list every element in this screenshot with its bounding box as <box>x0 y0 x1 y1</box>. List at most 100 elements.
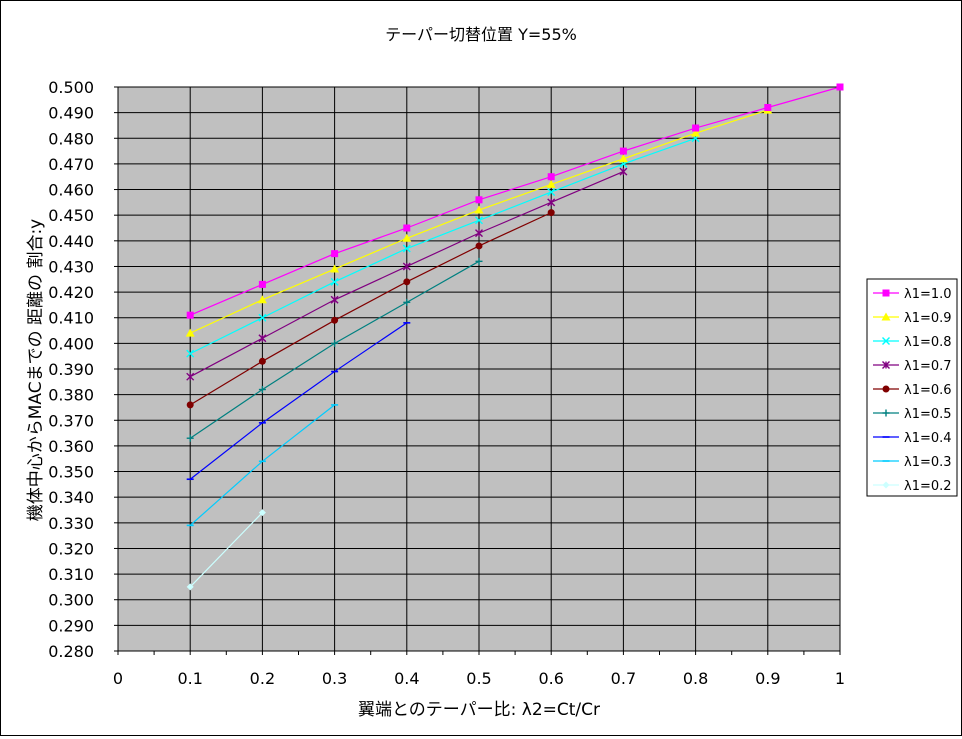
y-tick-label: 0.340 <box>48 488 94 507</box>
x-tick-label: 0.4 <box>394 669 419 688</box>
legend-label: λ1=1.0 <box>904 287 952 302</box>
data-point <box>547 198 556 207</box>
legend-label: λ1=0.5 <box>904 407 952 422</box>
data-point <box>475 216 483 225</box>
data-point <box>258 280 266 288</box>
y-tick-label: 0.470 <box>48 155 94 174</box>
plot-border <box>117 86 841 652</box>
series-line <box>189 137 696 355</box>
data-point <box>692 124 700 132</box>
y-tick-label: 0.380 <box>48 386 94 405</box>
y-tick-label: 0.290 <box>48 616 94 635</box>
y-tick-label: 0.480 <box>48 129 94 148</box>
data-point <box>475 257 483 265</box>
legend-marker <box>882 409 890 417</box>
legend-item: λ1=0.4 <box>873 431 952 446</box>
data-point <box>547 188 556 197</box>
legend: λ1=1.0 λ1=0.9 λ1=0.8 λ1=0.7 λ1=0.6 λ1=0.5 λ1=0… <box>866 278 958 497</box>
series <box>186 83 844 319</box>
series-line <box>189 86 841 316</box>
legend-item: λ1=0.6 <box>873 383 952 398</box>
x-tick-label: 0.2 <box>250 669 275 688</box>
x-tick-label: 0.1 <box>177 669 202 688</box>
y-tick-label: 0.390 <box>48 360 94 379</box>
data-point <box>403 224 411 232</box>
data-point <box>618 154 628 163</box>
data-point <box>258 334 267 343</box>
data-point <box>186 401 194 409</box>
legend-label: λ1=0.9 <box>904 311 952 326</box>
legend-marker <box>882 481 890 489</box>
legend-marker <box>882 361 890 369</box>
series-line <box>189 212 552 406</box>
legend-marker <box>882 337 890 345</box>
data-point <box>402 233 412 242</box>
data-point <box>186 434 194 442</box>
data-point <box>186 583 194 591</box>
data-point <box>836 83 844 91</box>
x-tick-label: 0.8 <box>683 669 708 688</box>
data-point <box>764 104 772 112</box>
series <box>186 167 628 381</box>
y-tick-label: 0.410 <box>48 309 94 328</box>
data-point <box>619 147 627 155</box>
series <box>186 322 411 481</box>
y-tick-label: 0.490 <box>48 104 94 123</box>
data-point <box>475 242 483 250</box>
y-tick-label: 0.320 <box>48 539 94 558</box>
series-line <box>189 322 408 480</box>
y-tick-label: 0.280 <box>48 642 94 661</box>
y-tick-label: 0.330 <box>48 514 94 533</box>
legend-label: λ1=0.8 <box>904 335 952 350</box>
data-point <box>330 264 340 273</box>
chart-title: テーパー切替位置 Y=55% <box>385 25 577 44</box>
legend-item: λ1=0.8 <box>873 335 952 350</box>
data-point <box>474 205 484 214</box>
y-tick-label: 0.460 <box>48 181 94 200</box>
data-point <box>330 277 339 286</box>
series-layer <box>185 83 844 591</box>
x-tick-label: 1 <box>835 669 845 688</box>
legend-item: λ1=0.5 <box>873 407 952 422</box>
legend-marker <box>882 289 890 297</box>
data-point <box>475 196 483 204</box>
y-tick-label: 0.370 <box>48 411 94 430</box>
data-point <box>331 339 339 347</box>
x-tick-label: 0 <box>113 669 123 688</box>
data-point <box>258 357 266 365</box>
data-point <box>619 167 628 176</box>
data-point <box>403 278 411 286</box>
legend-marker <box>882 385 890 393</box>
data-point <box>186 311 194 319</box>
data-point <box>258 509 266 517</box>
y-tick-label: 0.500 <box>48 78 94 97</box>
data-point <box>186 349 195 358</box>
legend-label: λ1=0.2 <box>904 479 952 494</box>
x-tick-label: 0.5 <box>466 669 491 688</box>
y-tick-label: 0.300 <box>48 591 94 610</box>
series <box>186 257 483 442</box>
legend-label: λ1=0.7 <box>904 359 952 374</box>
data-point <box>258 386 266 394</box>
x-tick-label: 0.9 <box>755 669 780 688</box>
data-point <box>402 262 411 271</box>
legend-item: λ1=0.7 <box>873 359 952 374</box>
series-line <box>189 512 263 588</box>
y-tick-label: 0.360 <box>48 437 94 456</box>
x-tick-label: 0.6 <box>538 669 563 688</box>
y-tick-label: 0.450 <box>48 206 94 225</box>
legend-item: λ1=1.0 <box>873 287 952 302</box>
data-point <box>403 298 411 306</box>
x-tick-label: 0.7 <box>611 669 636 688</box>
data-point <box>475 229 483 238</box>
data-point <box>331 316 339 324</box>
y-tick-label: 0.440 <box>48 232 94 251</box>
y-tick-label: 0.350 <box>48 463 94 482</box>
legend-item: λ1=0.3 <box>873 455 952 470</box>
y-tick-label: 0.430 <box>48 257 94 276</box>
data-point <box>547 209 555 217</box>
series <box>186 209 555 409</box>
data-point <box>257 295 267 304</box>
data-point <box>185 328 195 337</box>
